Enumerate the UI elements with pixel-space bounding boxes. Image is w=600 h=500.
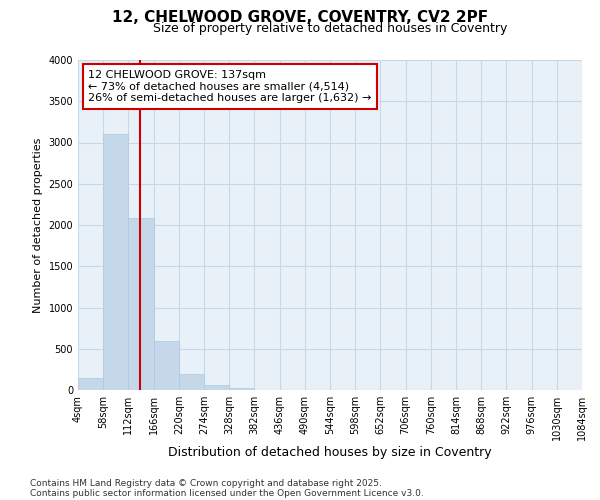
Bar [179, 374, 204, 390]
Text: Contains HM Land Registry data © Crown copyright and database right 2025.: Contains HM Land Registry data © Crown c… [30, 478, 382, 488]
Text: 12 CHELWOOD GROVE: 137sqm
← 73% of detached houses are smaller (4,514)
26% of se: 12 CHELWOOD GROVE: 137sqm ← 73% of detac… [88, 70, 371, 103]
Bar [229, 388, 254, 390]
Bar [154, 342, 179, 390]
Y-axis label: Number of detached properties: Number of detached properties [33, 138, 43, 312]
Title: Size of property relative to detached houses in Coventry: Size of property relative to detached ho… [153, 22, 507, 35]
Text: Contains public sector information licensed under the Open Government Licence v3: Contains public sector information licen… [30, 488, 424, 498]
Bar [204, 385, 229, 390]
Bar [103, 134, 128, 390]
Bar [78, 378, 103, 390]
Text: 12, CHELWOOD GROVE, COVENTRY, CV2 2PF: 12, CHELWOOD GROVE, COVENTRY, CV2 2PF [112, 10, 488, 25]
X-axis label: Distribution of detached houses by size in Coventry: Distribution of detached houses by size … [168, 446, 492, 458]
Bar [128, 218, 154, 390]
